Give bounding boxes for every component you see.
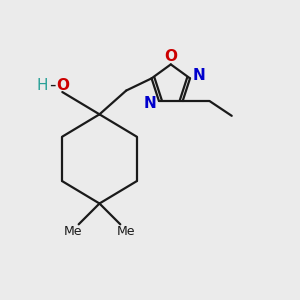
Text: O: O <box>57 78 70 93</box>
Text: N: N <box>193 68 205 83</box>
Text: Me: Me <box>64 225 83 238</box>
Text: H: H <box>37 78 48 93</box>
Text: N: N <box>144 96 156 111</box>
Text: Me: Me <box>116 225 135 238</box>
Text: O: O <box>164 50 177 64</box>
Text: -: - <box>49 76 56 94</box>
